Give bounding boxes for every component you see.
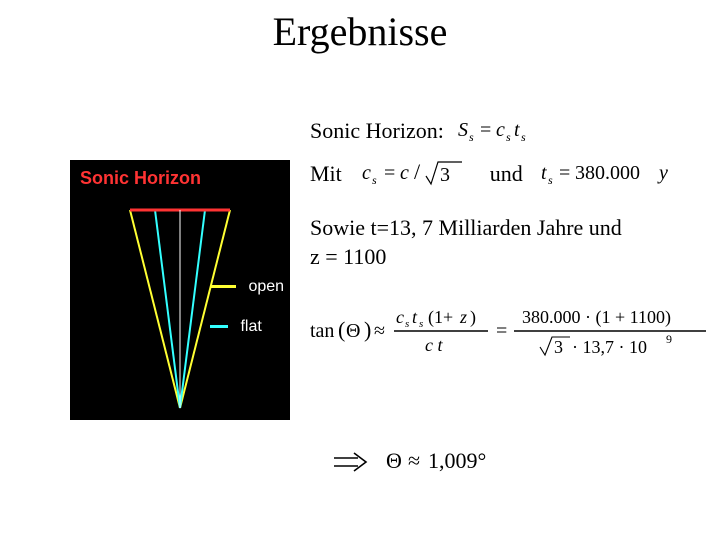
svg-text:(1+: (1+ (428, 307, 453, 328)
legend-flat-label: flat (240, 318, 261, 335)
svg-text:(: ( (338, 317, 345, 342)
legend-open-dash (210, 285, 236, 288)
svg-text:z: z (459, 307, 467, 327)
eq-ts: t s = 380.000 y (541, 161, 691, 187)
svg-text:3: 3 (440, 164, 450, 186)
sonic-horizon-label: Sonic Horizon: (310, 118, 444, 144)
und-label: und (490, 161, 523, 187)
legend-flat-dash (210, 325, 228, 328)
svg-text:s: s (372, 173, 377, 187)
sowie-line1: Sowie t=13, 7 Milliarden Jahre und (310, 215, 622, 240)
svg-text:c t: c t (425, 335, 443, 355)
sonic-horizon-line: Sonic Horizon: S s = c s t s (310, 118, 710, 144)
eq-tan: tan ( Θ ) ≈ c s t s (1+ z ) c t = 380.00… (310, 299, 710, 363)
svg-text:9: 9 (666, 332, 672, 346)
svg-text:c: c (396, 307, 404, 327)
svg-text:s: s (469, 130, 474, 144)
svg-text:=: = (559, 162, 570, 184)
svg-text:Θ: Θ (386, 448, 402, 473)
svg-text:s: s (506, 130, 511, 144)
legend-open-label: open (248, 278, 284, 295)
svg-text:t: t (541, 162, 547, 184)
svg-text:1,009°: 1,009° (428, 448, 486, 473)
sowie-line2: z = 1100 (310, 244, 386, 269)
svg-text:s: s (521, 130, 526, 144)
eq-result: Θ ≈ 1,009° (386, 448, 546, 476)
tan-eq-line: tan ( Θ ) ≈ c s t s (1+ z ) c t = 380.00… (310, 299, 710, 363)
eq-cs: c s = c / 3 (362, 154, 472, 194)
svg-text:=: = (480, 119, 491, 141)
svg-text:380.000 · (1 + 1100): 380.000 · (1 + 1100) (522, 307, 671, 328)
diagram-title: Sonic Horizon (70, 160, 290, 193)
result-line: Θ ≈ 1,009° (332, 448, 546, 476)
svg-text:/: / (414, 159, 421, 184)
legend-flat: flat (210, 318, 262, 336)
svg-text:t: t (514, 119, 520, 141)
svg-text:≈: ≈ (374, 320, 385, 342)
svg-text:c: c (496, 119, 505, 141)
sonic-horizon-diagram: Sonic Horizon open flat (70, 160, 290, 420)
svg-text:t: t (412, 307, 418, 327)
svg-text:s: s (405, 318, 409, 330)
eq-Ss: S s = c s t s (458, 118, 544, 144)
svg-text:): ) (364, 317, 371, 342)
svg-text:): ) (470, 307, 476, 328)
svg-text:S: S (458, 119, 468, 141)
svg-text:380.000: 380.000 (575, 162, 640, 184)
svg-text:3: 3 (554, 337, 563, 357)
svg-text:y: y (657, 162, 668, 184)
sowie-block: Sowie t=13, 7 Milliarden Jahre und z = 1… (310, 214, 710, 271)
legend-open: open (210, 278, 284, 296)
svg-text:s: s (548, 173, 553, 187)
mit-und-line: Mit c s = c / 3 und t s = 380.000 y (310, 154, 710, 194)
svg-text:· 13,7 · 10: · 13,7 · 10 (572, 337, 647, 357)
mit-label: Mit (310, 161, 342, 187)
svg-text:s: s (419, 318, 423, 330)
implies-arrow-icon (332, 451, 368, 473)
page-title: Ergebnisse (0, 8, 720, 55)
svg-text:≈: ≈ (408, 448, 420, 473)
svg-text:c: c (400, 162, 409, 184)
diagram-canvas (70, 190, 290, 410)
svg-text:Θ: Θ (346, 320, 360, 342)
svg-text:=: = (496, 320, 507, 342)
svg-text:c: c (362, 162, 371, 184)
svg-text:=: = (384, 162, 395, 184)
svg-text:tan: tan (310, 320, 334, 342)
